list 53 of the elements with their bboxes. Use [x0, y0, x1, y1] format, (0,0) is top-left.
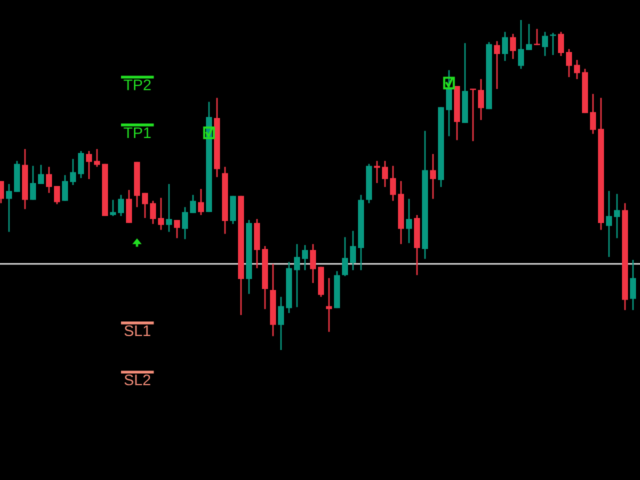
candlestick [542, 31, 548, 57]
candlestick [350, 230, 356, 271]
candlestick [446, 69, 452, 137]
candlestick [182, 206, 188, 240]
candlestick [174, 219, 180, 239]
candlestick [86, 150, 92, 180]
candlestick [550, 32, 556, 56]
candlestick [310, 243, 316, 284]
candlestick [278, 296, 284, 351]
candlestick [374, 160, 380, 184]
candlestick [406, 198, 412, 244]
candlestick [342, 236, 348, 277]
candlestick [38, 164, 44, 185]
ref-line-label: SL1 [124, 325, 150, 336]
candlestick [590, 93, 596, 135]
candlestick [566, 48, 572, 78]
candlestick [142, 192, 148, 219]
candlestick [78, 150, 84, 179]
ref-line-label: TP1 [124, 127, 151, 138]
candlestick [614, 193, 620, 239]
candlestick [326, 277, 332, 333]
candlestick [574, 59, 580, 80]
candlestick [502, 31, 508, 62]
candlestick [110, 199, 116, 217]
candlestick [118, 194, 124, 217]
candlestick [470, 88, 476, 142]
candlestick [630, 259, 636, 311]
candlestick [302, 244, 308, 271]
candlestick [494, 40, 500, 90]
candlestick [30, 165, 36, 201]
candlestick [526, 23, 532, 51]
candlestick [62, 174, 68, 202]
candlestick [54, 185, 60, 205]
candlestick [70, 158, 76, 186]
candlestick [510, 33, 516, 60]
candlestick [558, 31, 564, 57]
candlestick [478, 78, 484, 121]
candlestick [518, 19, 524, 70]
candlestick [150, 200, 156, 225]
candlestick [46, 166, 52, 194]
candlestick [390, 165, 396, 202]
candlestick [198, 188, 204, 216]
candlestick [94, 148, 100, 168]
candlestick [6, 183, 12, 233]
candlestick [382, 160, 388, 188]
ref-line-label: SL2 [124, 374, 150, 386]
ref-line-label: TP2 [124, 79, 151, 90]
candlestick [158, 197, 164, 231]
candlestick [166, 183, 172, 233]
candlestick [190, 194, 196, 214]
candlestick [430, 153, 436, 200]
candlestick [294, 243, 300, 308]
candlestick [606, 190, 612, 258]
